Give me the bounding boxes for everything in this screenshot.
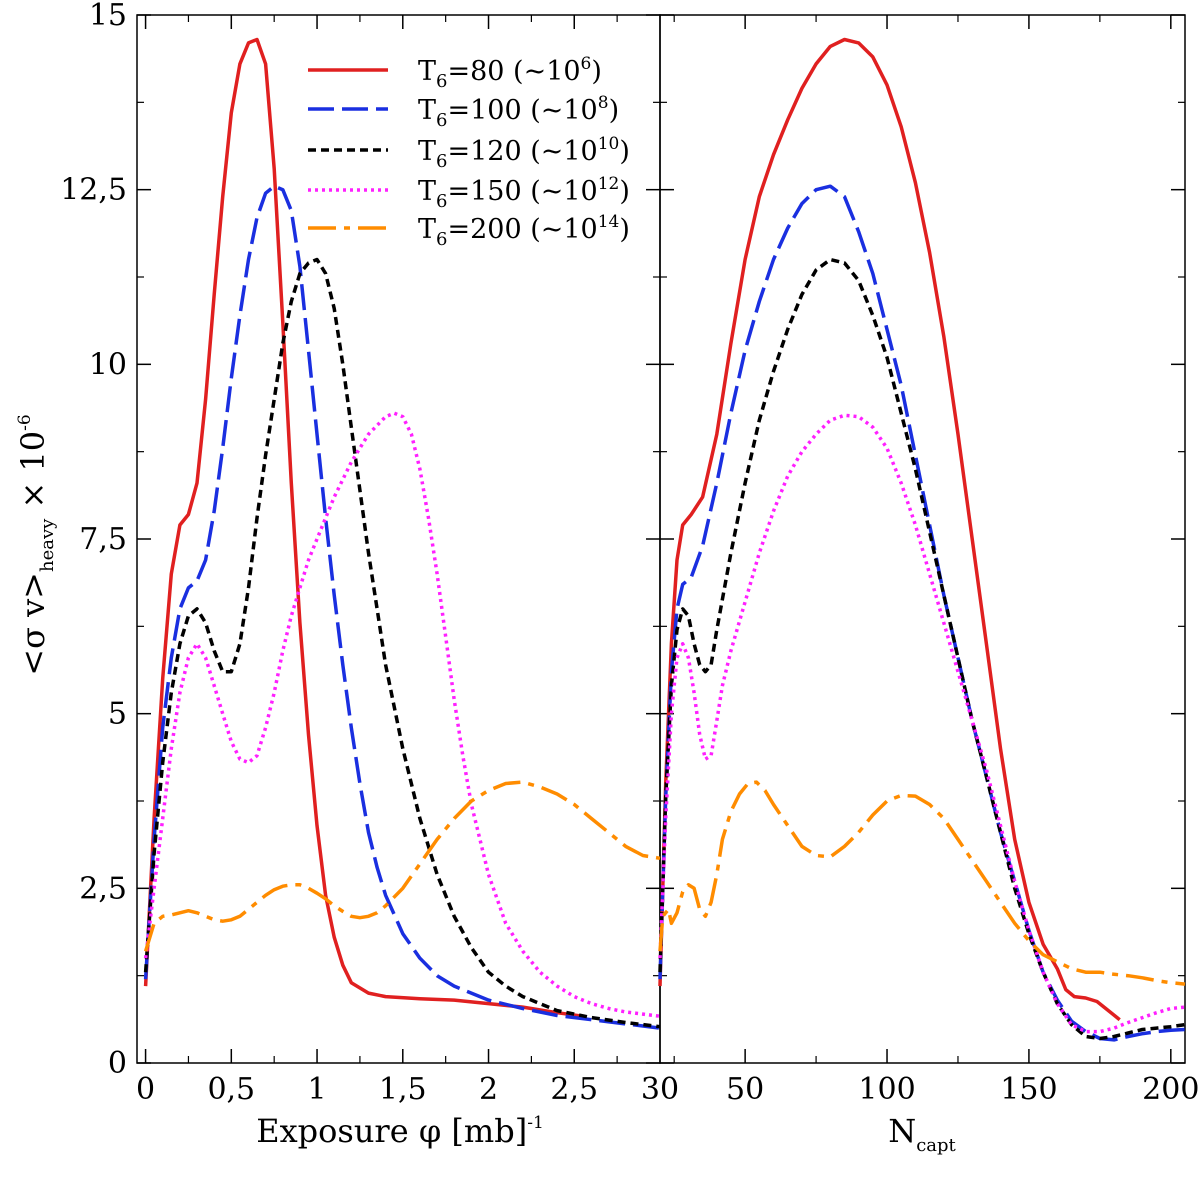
legend-label-text: =80 (~10 (447, 56, 580, 87)
series-line (143, 780, 661, 952)
legend-label-close: ) (619, 214, 630, 245)
legend-label: T6=80 (~106) (418, 54, 602, 92)
x-tick-label: 150 (1000, 1072, 1057, 1107)
legend-label-sup: 10 (598, 134, 620, 154)
y-axis-label-sub: heavy (37, 518, 58, 572)
legend-label-text: =150 (~10 (447, 176, 597, 207)
legend-label-text: =120 (~10 (447, 136, 597, 167)
x-tick-label: 2 (479, 1072, 498, 1107)
x-tick-label: 0,5 (207, 1072, 255, 1107)
series-line (143, 411, 661, 1018)
left-x-axis-label-sup: -1 (527, 1113, 544, 1133)
legend-label-base: T (418, 214, 436, 245)
left-x-axis-label: Exposure φ [mb]-1 (256, 1112, 544, 1150)
legend-label: T6=100 (~108) (418, 93, 619, 131)
x-tick-label: 1,5 (379, 1072, 427, 1107)
left-panel-frame (136, 14, 661, 1064)
legend-label-sub: 6 (436, 151, 447, 172)
y-axis-label-sup: -6 (15, 414, 35, 431)
right-x-axis-label: Ncapt (888, 1112, 956, 1156)
y-tick-label: 10 (89, 347, 127, 382)
series-line (143, 37, 584, 1018)
x-tick-label: 1 (308, 1072, 327, 1107)
legend-entry: T6=100 (~108) (308, 93, 619, 131)
data-series (143, 37, 1186, 1042)
legend-label: T6=150 (~1012) (418, 174, 630, 212)
right-x-axis-label-sub: capt (916, 1135, 956, 1156)
y-axis-label-main: <σ v> (14, 572, 52, 676)
legend-label-close: ) (619, 176, 630, 207)
legend-label-close: ) (591, 56, 602, 87)
legend-label-sup: 8 (598, 93, 609, 113)
series-line (658, 184, 1186, 1042)
legend-entry: T6=200 (~1014) (308, 212, 630, 250)
series-line (143, 184, 661, 1030)
series-line (143, 257, 661, 1029)
legend-entry: T6=120 (~1010) (308, 134, 630, 172)
legend-label-text: =200 (~10 (447, 214, 597, 245)
y-tick-label: 5 (108, 697, 127, 732)
legend-label-sup: 14 (598, 212, 620, 232)
legend-label-close: ) (619, 136, 630, 167)
series-line (658, 780, 1186, 986)
legend-label-sub: 6 (436, 229, 447, 250)
legend-label-sub: 6 (436, 71, 447, 92)
legend-label-base: T (418, 56, 436, 87)
y-tick-label: 15 (89, 0, 127, 33)
legend-label: T6=120 (~1010) (418, 134, 630, 172)
legend-label-close: ) (609, 95, 620, 126)
x-tick-label: 100 (858, 1072, 915, 1107)
series-line (658, 257, 1186, 1041)
y-tick-label: 2,5 (79, 871, 127, 906)
axis-tick-labels: 0 0,5 1 1,5 2 2,5 50 100 150 200 0 2,5 5 7,5 10 12,5 15 3… (60, 0, 1199, 1107)
legend-label-text: =100 (~10 (447, 95, 597, 126)
legend-label-sub: 6 (436, 191, 447, 212)
legend: T6=80 (~106) T6=100 (~108) T6=120 (~1010… (308, 54, 630, 250)
right-x-axis-label-text: N (888, 1112, 916, 1150)
legend-label: T6=200 (~1014) (418, 212, 630, 250)
legend-label-base: T (418, 95, 436, 126)
series-line (658, 413, 1186, 1034)
x-tick-label: 2,5 (550, 1072, 598, 1107)
legend-label-base: T (418, 176, 436, 207)
y-tick-label: 0 (108, 1046, 127, 1081)
y-tick-label: 7,5 (79, 522, 127, 557)
y-axis-label-suffix: × 10 (14, 431, 52, 519)
y-axis-label: <σ v>heavy × 10-6 (14, 414, 58, 675)
legend-label-sup: 12 (598, 174, 620, 194)
right-panel-frame (659, 14, 1186, 1064)
x-tick-label: 0 (136, 1072, 155, 1107)
legend-label-sup: 6 (581, 54, 592, 74)
legend-entry: T6=150 (~1012) (308, 174, 630, 212)
series-line (658, 37, 1121, 1022)
x-tick-label: 200 (1142, 1072, 1199, 1107)
left-x-axis-label-text: Exposure φ [mb] (256, 1112, 527, 1150)
x-tick-label: 50 (726, 1072, 764, 1107)
axis-ticks (137, 14, 1185, 1064)
boundary-tick-label: 30 (641, 1072, 679, 1107)
legend-label-sub: 6 (436, 110, 447, 131)
y-tick-label: 12,5 (60, 173, 127, 208)
legend-label-base: T (418, 136, 436, 167)
legend-entry: T6=80 (~106) (308, 54, 602, 92)
